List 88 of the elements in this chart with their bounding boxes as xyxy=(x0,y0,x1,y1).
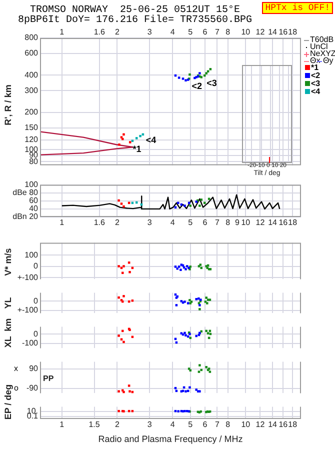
text: o xyxy=(14,384,19,393)
y-tick-label: 40 xyxy=(29,204,39,214)
x-tick-label: 14 xyxy=(268,27,278,36)
y-tick-label: +-100 xyxy=(17,306,39,315)
y-tick-label: 0 xyxy=(34,329,39,338)
text: HPTx is OFF! xyxy=(262,2,333,14)
y-tick-label: dBe 80 xyxy=(12,188,39,198)
x-tick-label: 10 xyxy=(241,420,251,430)
x-tick-label: 3 xyxy=(147,420,152,430)
y-tick-label: 120 xyxy=(24,135,39,144)
legend-label: <3 xyxy=(311,79,320,88)
legend-label: <4 xyxy=(311,87,320,96)
x-tick-label: 1 xyxy=(60,420,65,430)
chart-title: TROMSO NORWAY 25-06-25 0512UT 15°E xyxy=(30,5,240,16)
x-tick-label: 5 xyxy=(188,27,194,36)
chart-subtitle: 8pBP6It DoY= 176.216 File= TR735560.BPG xyxy=(16,15,254,26)
x-tick-label: 14 xyxy=(268,218,278,228)
x-tick-label: 12 xyxy=(256,420,266,430)
x-tick-label: 9 xyxy=(235,218,240,228)
annotation: <2 xyxy=(192,81,202,92)
x-tick-label: 4 xyxy=(170,420,176,430)
y-tick-label: 400 xyxy=(24,70,39,80)
y-tick-label: 90 xyxy=(29,364,39,373)
x-tick-label: 6 xyxy=(202,218,208,228)
x-tick-label: 7 xyxy=(214,27,220,36)
x-tick-label: 10 xyxy=(241,27,251,36)
y-tick-label: 60 xyxy=(29,196,39,206)
x-tick-label: 7 xyxy=(214,420,220,430)
x-tick-label: 3 xyxy=(147,27,152,36)
x-tick-label: 14 xyxy=(268,420,278,430)
x-tick-label: 2 xyxy=(115,420,120,430)
x-tick-label: 7 xyxy=(214,218,220,228)
y-tick-label: 0 xyxy=(34,296,39,306)
x-tick-label: 12 xyxy=(256,27,266,36)
y-axis-title: EP / deg xyxy=(3,384,13,420)
y-tick-label: 800 xyxy=(24,33,39,42)
x-tick-label: 1.6 xyxy=(94,27,106,36)
x-tick-label: 1.5 xyxy=(88,420,100,430)
x-tick-label: 1 xyxy=(60,27,65,36)
y-tick-label: 100 xyxy=(24,180,39,190)
x-axis-title: Radio and Plasma Frequency / MHz xyxy=(98,434,244,444)
x-tick-label: 12 xyxy=(256,218,266,228)
y-tick-label: 0 xyxy=(34,262,39,271)
y-tick-label: -90 xyxy=(26,384,39,393)
y-axis-title: R', R / km xyxy=(3,84,13,126)
text: Θy xyxy=(323,56,334,65)
legend-label: <2 xyxy=(311,71,320,80)
x-tick-label: 4 xyxy=(170,218,176,228)
x-tick-label: 18 xyxy=(288,218,298,228)
y-axis-title: PP xyxy=(43,374,54,383)
legend-label: *1 xyxy=(311,63,319,72)
x-tick-label: 6 xyxy=(202,420,208,430)
y-tick-label: dBn 20 xyxy=(12,212,39,222)
x-tick-label: 6 xyxy=(202,27,208,36)
y-tick-label: 600 xyxy=(24,48,39,58)
x-tick-label: 18 xyxy=(288,420,298,430)
x-tick-label: 5 xyxy=(188,420,194,430)
x-tick-label: 5 xyxy=(188,218,194,228)
x-tick-label: 2 xyxy=(115,27,120,36)
x-tick-label: 1 xyxy=(60,218,65,228)
x-tick-label: 8 xyxy=(226,218,231,228)
text: x xyxy=(14,364,18,373)
x-tick-label: 16 xyxy=(278,218,288,228)
y-axis-title: YL xyxy=(3,297,13,309)
y-tick-label: 80 xyxy=(29,156,39,166)
x-tick-label: 8 xyxy=(226,420,231,430)
x-tick-label: 10 xyxy=(241,218,251,228)
x-tick-label: 16 xyxy=(278,420,288,430)
y-axis-title: XL km xyxy=(3,318,13,348)
text: UnCl xyxy=(310,42,328,51)
annotation: <3 xyxy=(206,78,217,88)
y-tick-label: 300 xyxy=(24,86,39,95)
y-tick-label: 200 xyxy=(24,108,39,117)
y-axis-title: V* m/s xyxy=(3,248,13,276)
annotation: <4 xyxy=(146,134,156,145)
y-tick-label: +-100 xyxy=(17,272,39,282)
x-tick-label: 16 xyxy=(278,27,288,36)
y-tick-label: 100 xyxy=(24,250,39,260)
annotation: *1 xyxy=(132,144,142,154)
x-tick-label: 3 xyxy=(147,218,152,228)
x-tick-label: 4 xyxy=(170,27,176,36)
y-tick-label: 150 xyxy=(24,123,39,132)
x-tick-label: 18 xyxy=(288,27,298,36)
x-tick-label: 8 xyxy=(226,27,231,36)
text: T60dB xyxy=(310,35,334,44)
x-tick-label: 2 xyxy=(115,218,120,228)
x-tick-label: 1.6 xyxy=(94,218,106,228)
y-tick-label: -100 xyxy=(22,338,39,348)
